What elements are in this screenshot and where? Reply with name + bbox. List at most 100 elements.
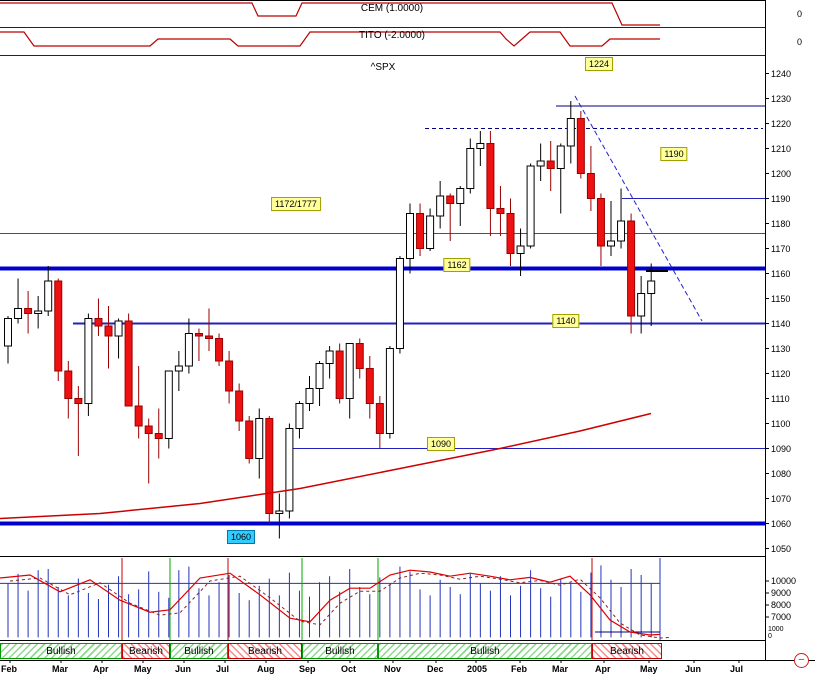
- month-label: Nov: [384, 664, 402, 674]
- price-tick-label: 1080: [771, 468, 792, 479]
- sentiment-label: Bearish: [129, 645, 163, 657]
- candle-body: [486, 143, 495, 209]
- price-tick-label: 1170: [771, 243, 791, 254]
- price-annotation-1140[interactable]: 1140: [552, 314, 580, 328]
- month-label: Feb: [1, 664, 18, 674]
- candle-body: [546, 160, 555, 169]
- zoom-out-button[interactable]: −: [794, 653, 809, 668]
- candle-body: [406, 213, 414, 259]
- price-tick-label: 1150: [771, 293, 791, 304]
- candle-body: [576, 118, 585, 174]
- candle-body: [174, 365, 183, 372]
- indicator-panel-tito-label: TITO (-2.0000): [359, 30, 425, 41]
- month-label: Dec: [427, 664, 444, 674]
- month-label: Jun: [175, 664, 192, 674]
- month-label: Sep: [299, 664, 316, 674]
- indicator-tick-label: 7000: [771, 612, 792, 622]
- price-tick-label: 1130: [771, 343, 791, 354]
- candle-body: [14, 308, 23, 319]
- candle-body: [235, 390, 244, 422]
- month-label: Apr: [595, 664, 611, 674]
- candle-body: [627, 220, 636, 317]
- month-label: Jun: [685, 664, 702, 674]
- candle-body: [184, 333, 193, 367]
- indicator-tick-label: 9000: [771, 588, 792, 598]
- candle-body: [24, 308, 33, 314]
- sentiment-label: Bullish: [325, 645, 355, 657]
- candle-body: [74, 398, 83, 404]
- tito-axis-zero: 0: [797, 37, 803, 47]
- sentiment-label: Bearish: [610, 645, 644, 657]
- sentiment-segment-bullish: Bullish: [378, 643, 592, 659]
- candle-body: [506, 213, 515, 254]
- candle-body: [265, 418, 274, 514]
- month-label: Jul: [730, 664, 744, 674]
- indicator-tick-label: 8000: [771, 600, 792, 610]
- indicator-small-label: 0: [768, 633, 772, 640]
- candle-body: [54, 280, 63, 372]
- candle-body: [416, 213, 425, 249]
- month-label: Feb: [511, 664, 528, 674]
- price-tick-label: 1180: [771, 218, 791, 229]
- price-tick-label: 1120: [771, 368, 791, 379]
- price-annotation-1190[interactable]: 1190: [660, 147, 688, 161]
- price-tick-label: 1220: [771, 118, 792, 129]
- indicator-small-label: 1000: [768, 626, 784, 633]
- sentiment-label: Bullish: [46, 645, 76, 657]
- candle-body: [215, 338, 224, 362]
- month-label: May: [134, 664, 152, 674]
- candle-body: [315, 363, 324, 389]
- price-tick-label: 1140: [771, 318, 791, 329]
- month-label: 2005: [467, 664, 488, 674]
- month-label: Mar: [52, 664, 69, 674]
- tito-indicator-line: [0, 31, 660, 47]
- price-tick-label: 1090: [771, 443, 792, 454]
- candle-body: [104, 325, 113, 337]
- candle-body: [607, 240, 615, 247]
- candle-body: [44, 280, 53, 312]
- candle-body: [375, 403, 384, 434]
- candle-body: [4, 318, 12, 347]
- price-annotation-1090[interactable]: 1090: [426, 437, 456, 451]
- candle-body: [365, 368, 374, 404]
- candle-body: [154, 433, 163, 439]
- price-tick-label: 1100: [771, 418, 791, 429]
- candle-body: [355, 343, 364, 369]
- price-annotation-1224[interactable]: 1224: [584, 57, 614, 71]
- price-annotation-1060[interactable]: 1060: [226, 530, 256, 544]
- sentiment-segment-bullish: Bullish: [0, 643, 122, 659]
- candle-body: [194, 333, 203, 337]
- candle-body: [335, 350, 344, 399]
- candle-body: [446, 195, 455, 204]
- price-annotation-1172-1777[interactable]: 1172/1777: [271, 197, 321, 211]
- candle-body: [496, 208, 505, 214]
- indicator-main-line: [0, 569, 661, 636]
- downtrend-line: [574, 95, 703, 322]
- candle-body: [637, 293, 646, 317]
- sentiment-label: Bearish: [248, 645, 282, 657]
- month-label: Jul: [216, 664, 230, 674]
- indicator-tick-label: 10000: [771, 576, 797, 586]
- candle-body: [64, 370, 73, 399]
- month-label: Mar: [552, 664, 569, 674]
- candle-body: [144, 425, 153, 434]
- candle-body: [285, 428, 294, 512]
- month-label: Oct: [341, 664, 357, 674]
- sentiment-segment-bullish: Bullish: [170, 643, 228, 659]
- candle-body: [275, 510, 284, 514]
- price-annotation-1162[interactable]: 1162: [443, 258, 471, 272]
- candle-body: [526, 165, 535, 247]
- sentiment-label: Bullish: [184, 645, 214, 657]
- candle-body: [536, 160, 545, 167]
- candle-body: [586, 173, 595, 199]
- candle-body: [245, 420, 254, 459]
- candle-body: [134, 405, 143, 427]
- price-tick-label: 1060: [771, 518, 792, 529]
- price-tick-label: 1230: [771, 93, 792, 104]
- price-tick-label: 1050: [771, 543, 792, 554]
- candle-body: [385, 348, 394, 434]
- candle-body: [164, 370, 173, 439]
- month-label: Apr: [93, 664, 109, 674]
- sentiment-segment-bearish: Bearish: [228, 643, 302, 659]
